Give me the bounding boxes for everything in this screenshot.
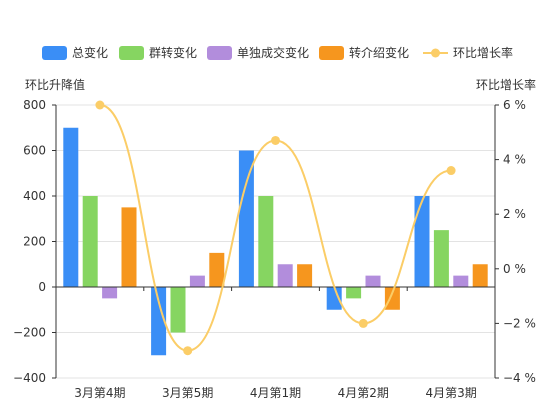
legend-swatch — [119, 46, 144, 60]
x-tick-label: 4月第3期 — [425, 386, 476, 400]
y2-tick-label: 2 % — [503, 207, 526, 221]
growth-rate-point — [446, 166, 456, 176]
bar — [121, 207, 137, 287]
y-tick-label: 200 — [23, 235, 46, 249]
legend-swatch — [42, 46, 67, 60]
x-tick-label: 3月第5期 — [162, 386, 213, 400]
legend-label: 总变化 — [72, 45, 108, 60]
bar — [453, 275, 469, 287]
growth-rate-point — [271, 135, 280, 145]
bar — [277, 264, 293, 287]
y-axis-title: 环比升降值 — [25, 77, 85, 92]
growth-rate-point — [183, 346, 193, 356]
bar — [414, 196, 430, 287]
y2-tick-label: −2 % — [503, 316, 536, 330]
legend-label: 群转变化 — [149, 45, 197, 60]
axes — [52, 104, 499, 379]
bar — [472, 264, 488, 287]
bar — [365, 275, 381, 287]
bar — [102, 287, 118, 299]
bar — [189, 275, 205, 287]
y2-tick-label: 4 % — [503, 153, 526, 167]
legend-swatch — [207, 46, 232, 60]
legend-label: 环比增长率 — [453, 45, 513, 60]
x-tick-label: 4月第2期 — [338, 386, 389, 400]
y-tick-label: −200 — [13, 326, 46, 340]
x-tick-label: 3月第4期 — [74, 386, 125, 400]
bar — [238, 150, 254, 287]
line-series — [95, 100, 456, 356]
bar — [346, 287, 362, 299]
growth-rate-point — [358, 318, 368, 328]
y2-tick-label: 6 % — [503, 98, 526, 112]
y-tick-label: 0 — [38, 280, 46, 294]
y-tick-label: 600 — [23, 144, 46, 158]
y-tick-label: 400 — [23, 189, 46, 203]
growth-rate-point — [95, 100, 105, 110]
bar-series — [63, 127, 488, 356]
bar — [433, 230, 449, 287]
bar — [384, 287, 400, 310]
legend-label: 转介绍变化 — [349, 45, 409, 60]
bar — [170, 287, 186, 333]
bar — [82, 196, 98, 287]
bar — [258, 196, 274, 287]
bar — [326, 287, 342, 310]
bar — [297, 264, 313, 287]
y-tick-label: −400 — [13, 371, 46, 385]
legend-label: 单独成交变化 — [237, 45, 309, 60]
tick-labels: 800 600 400 200 0 −200 −400 6 % 4 % 2 % 0 % −2 % −4 … — [13, 98, 536, 400]
bar — [63, 127, 79, 287]
y2-axis-title: 环比增长率 — [476, 77, 536, 92]
growth-rate-line — [99, 104, 452, 352]
bar — [209, 252, 225, 287]
legend-swatch — [319, 46, 344, 60]
bar — [151, 287, 167, 356]
y-tick-label: 800 — [23, 98, 46, 112]
legend-dot — [431, 48, 440, 58]
legend: 总变化 群转变化 单独成交变化 转介绍变化 环比增长率 — [42, 45, 513, 60]
x-tick-label: 4月第1期 — [250, 386, 301, 400]
y2-tick-label: 0 % — [503, 262, 526, 276]
y2-tick-label: −4 % — [503, 371, 536, 385]
